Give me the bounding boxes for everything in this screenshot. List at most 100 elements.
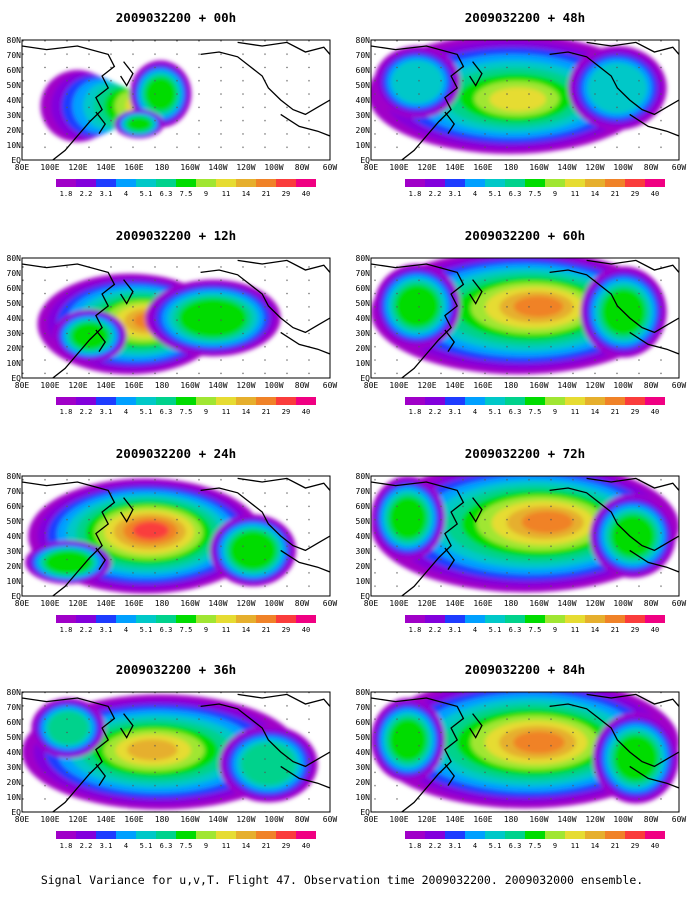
- lon-tick-label: 160W: [529, 381, 548, 390]
- lon-tick-label: 160E: [473, 381, 492, 390]
- colorbar-swatch: [505, 397, 525, 405]
- lat-tick-label: 40N: [356, 748, 371, 757]
- colorbar-label: 21: [611, 408, 619, 416]
- colorbar-label: 7.5: [529, 626, 542, 634]
- lon-tick-label: 80W: [295, 599, 310, 608]
- map-gridlines: [371, 40, 679, 160]
- colorbar-label: 3.1: [449, 408, 462, 416]
- colorbar-swatch: [465, 179, 485, 187]
- lon-tick-label: 180: [155, 815, 170, 824]
- lon-tick-label: 140W: [208, 381, 227, 390]
- map-frame: [21, 39, 331, 161]
- colorbar-label: 7.5: [529, 842, 542, 850]
- lon-tick-label: 140W: [557, 599, 576, 608]
- lon-tick-label: 100E: [40, 163, 59, 172]
- lon-tick-label: 140W: [208, 599, 227, 608]
- lon-tick-label: 60W: [672, 381, 687, 390]
- colorbar-label: 2.2: [80, 842, 93, 850]
- lat-tick-label: 80N: [356, 688, 371, 697]
- lat-tick-label: EQ: [360, 156, 370, 165]
- colorbar-label: 5.1: [140, 626, 153, 634]
- map-gridlines: [22, 40, 330, 160]
- map-gridlines: [371, 692, 679, 812]
- colorbar-swatch: [216, 615, 236, 623]
- lat-tick-label: 20N: [356, 778, 371, 787]
- colorbar-label: 21: [262, 626, 270, 634]
- lon-tick-label: 100W: [613, 815, 632, 824]
- colorbar-swatch: [116, 179, 136, 187]
- colorbar-swatch: [56, 179, 76, 187]
- colorbar-label: 2.2: [429, 626, 442, 634]
- colorbar-label: 9: [204, 842, 208, 850]
- colorbar-swatch: [405, 179, 425, 187]
- panel-title: 2009032200 + 60h: [465, 228, 585, 243]
- colorbar-label: 21: [611, 626, 619, 634]
- colorbar-swatch: [525, 831, 545, 839]
- lat-tick-label: 50N: [7, 81, 22, 90]
- colorbar-swatch: [485, 615, 505, 623]
- lon-tick-label: 160W: [180, 815, 199, 824]
- colorbar-swatch: [56, 615, 76, 623]
- lon-tick-label: 140E: [445, 599, 464, 608]
- colorbar-swatch: [545, 397, 565, 405]
- panel-title: 2009032200 + 00h: [116, 10, 236, 25]
- lon-tick-label: 160E: [124, 381, 143, 390]
- colorbar-label: 5.1: [140, 190, 153, 198]
- colorbar-label: 11: [222, 626, 230, 634]
- colorbar-swatch: [505, 179, 525, 187]
- lon-tick-label: 80W: [644, 163, 659, 172]
- lat-tick-label: 30N: [356, 329, 371, 338]
- map-frame: [370, 691, 680, 813]
- lat-tick-label: 40N: [356, 96, 371, 105]
- colorbar-label: 4: [124, 842, 128, 850]
- map-gridlines: [371, 258, 679, 378]
- colorbar-label: 2.2: [429, 408, 442, 416]
- lon-tick-label: 180: [155, 599, 170, 608]
- colorbar-swatch: [625, 615, 645, 623]
- map-panel: 2009032200 + 48h 80N 70N 60N 50N 40N 30N 20N 10N…: [356, 10, 687, 198]
- lat-tick-label: 70N: [356, 51, 371, 60]
- colorbar-label: 4: [473, 626, 477, 634]
- colorbar-label: 6.3: [160, 626, 173, 634]
- lat-tick-label: 20N: [7, 562, 22, 571]
- colorbar-label: 4: [473, 842, 477, 850]
- lat-tick-label: 40N: [7, 748, 22, 757]
- lon-tick-label: 140W: [557, 163, 576, 172]
- colorbar-label: 7.5: [180, 842, 193, 850]
- map-frame: [21, 691, 331, 813]
- colorbar-label: 29: [631, 408, 639, 416]
- colorbar-label: 7.5: [529, 190, 542, 198]
- colorbar-swatch: [485, 397, 505, 405]
- lon-tick-label: 160E: [124, 815, 143, 824]
- lat-tick-label: 50N: [7, 299, 22, 308]
- colorbar-swatch: [56, 831, 76, 839]
- lat-tick-label: EQ: [11, 156, 21, 165]
- map-panel: 2009032200 + 84h 80N 70N 60N 50N 40N 30N 20N 10N…: [356, 662, 687, 850]
- colorbar-label: 3.1: [100, 842, 113, 850]
- colorbar-swatch: [545, 615, 565, 623]
- colorbar-label: 5.1: [489, 842, 502, 850]
- colorbar-swatch: [256, 397, 276, 405]
- lat-tick-label: 10N: [7, 577, 22, 586]
- lat-tick-label: 60N: [356, 718, 371, 727]
- colorbar-swatch: [116, 397, 136, 405]
- colorbar-label: 3.1: [449, 190, 462, 198]
- lat-tick-label: 40N: [7, 314, 22, 323]
- lat-tick-label: 20N: [356, 562, 371, 571]
- colorbar-label: 40: [651, 842, 659, 850]
- lat-tick-label: 10N: [7, 793, 22, 802]
- colorbar-swatch: [525, 397, 545, 405]
- colorbar-label: 21: [611, 190, 619, 198]
- lat-tick-label: 40N: [356, 532, 371, 541]
- colorbar-swatch: [216, 397, 236, 405]
- lon-tick-label: 100E: [40, 381, 59, 390]
- colorbar-swatch: [176, 615, 196, 623]
- colorbar-label: 29: [282, 190, 290, 198]
- colorbar-swatch: [176, 397, 196, 405]
- colorbar-label: 9: [553, 842, 557, 850]
- lon-tick-label: 140W: [208, 163, 227, 172]
- lon-tick-label: 120W: [236, 815, 255, 824]
- lon-tick-label: 120E: [68, 163, 87, 172]
- lat-tick-label: 20N: [7, 344, 22, 353]
